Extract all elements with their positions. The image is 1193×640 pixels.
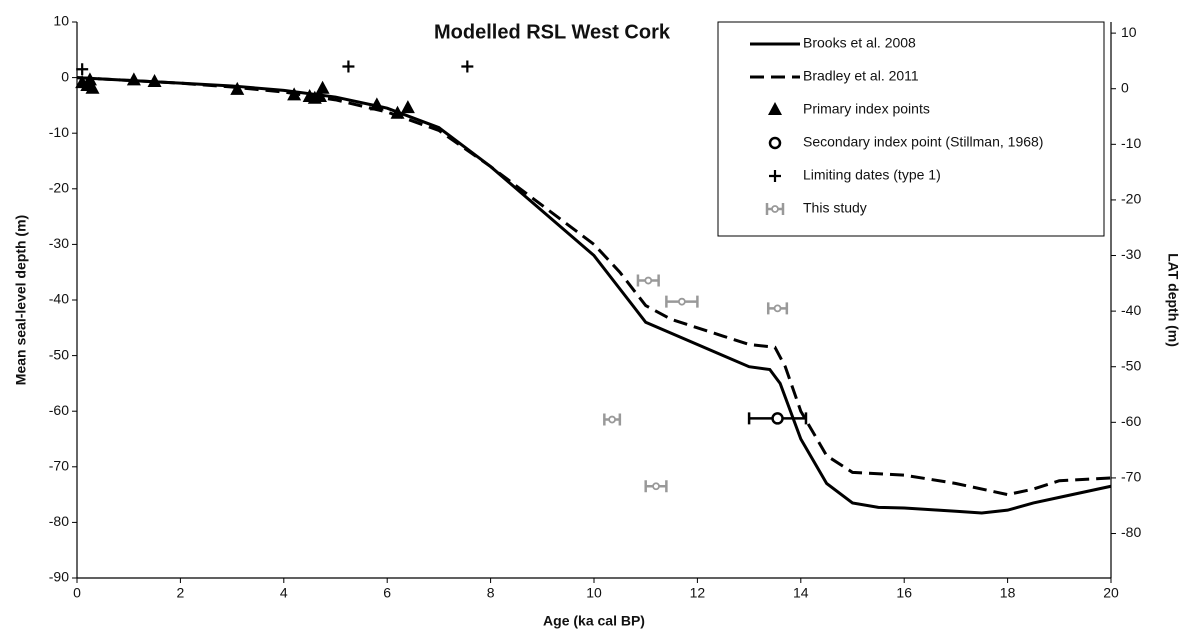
y2-tick-label: -30 [1121,246,1141,262]
legend-label: This study [803,200,867,216]
triangle-marker [312,89,327,103]
triangle-marker [82,72,97,86]
y-tick-label: -50 [49,346,69,362]
plus-marker [342,60,355,73]
point-marker [644,276,653,285]
y-tick-label: -10 [49,124,69,140]
y-tick-label: -60 [49,402,69,418]
y2-tick-label: 10 [1121,24,1137,40]
y2-tick-label: 0 [1121,79,1129,95]
triangle-marker [390,105,405,119]
triangle-marker [400,100,415,114]
y2-tick-label: -40 [1121,302,1141,318]
series-line [76,76,1112,515]
y-tick-label: -30 [49,235,69,251]
y-tick-label: 10 [53,13,69,29]
plus-marker [461,60,474,73]
x-tick-label: 20 [1103,585,1119,601]
legend-label: Limiting dates (type 1) [803,167,941,183]
y2-tick-label: -20 [1121,191,1141,207]
triangle-marker [230,81,245,95]
y-axis-label: Mean seal-level depth (m) [13,215,29,385]
y2-tick-label: -80 [1121,524,1141,540]
legend-label: Bradley et al. 2011 [803,68,919,84]
point-marker [773,304,782,313]
x-tick-label: 0 [73,585,81,601]
y2-tick-label: -10 [1121,135,1141,151]
x-tick-label: 14 [793,585,809,601]
point-marker [677,297,686,306]
plus-marker [76,63,89,76]
y-tick-label: 0 [61,68,69,84]
y2-axis-label: LAT depth (m) [1165,253,1181,347]
legend-box [717,21,1105,237]
legend-swatch [768,102,782,115]
legend-swatch [771,205,779,213]
y2-tick-label: -60 [1121,413,1141,429]
triangle-marker [369,97,384,111]
x-tick-label: 6 [383,585,391,601]
y-tick-label: -70 [49,458,69,474]
triangle-marker [287,87,302,101]
x-tick-label: 12 [690,585,706,601]
x-tick-label: 8 [487,585,495,601]
y2-tick-label: -50 [1121,357,1141,373]
triangle-marker [147,74,162,88]
y-tick-label: -90 [49,569,69,585]
point-marker [608,415,616,424]
triangle-marker [315,80,330,94]
x-tick-label: 10 [586,585,602,601]
x-axis-label: Age (ka cal BP) [543,613,645,629]
legend-swatch [768,136,782,150]
y-tick-label: -40 [49,291,69,307]
legend-label: Brooks et al. 2008 [803,35,916,51]
x-tick-label: 2 [177,585,185,601]
y-tick-label: -20 [49,180,69,196]
triangle-marker [85,80,100,94]
legend-swatch [769,170,781,182]
x-tick-label: 4 [280,585,288,601]
triangle-marker [126,72,141,86]
x-tick-label: 18 [1000,585,1016,601]
x-tick-label: 16 [896,585,912,601]
chart-title: Modelled RSL West Cork [434,21,671,43]
circle-marker [771,412,784,425]
point-marker [652,482,660,491]
legend-label: Secondary index point (Stillman, 1968) [803,134,1043,150]
y2-tick-label: -70 [1121,469,1141,485]
y-tick-label: -80 [49,513,69,529]
legend-label: Primary index points [803,101,930,117]
